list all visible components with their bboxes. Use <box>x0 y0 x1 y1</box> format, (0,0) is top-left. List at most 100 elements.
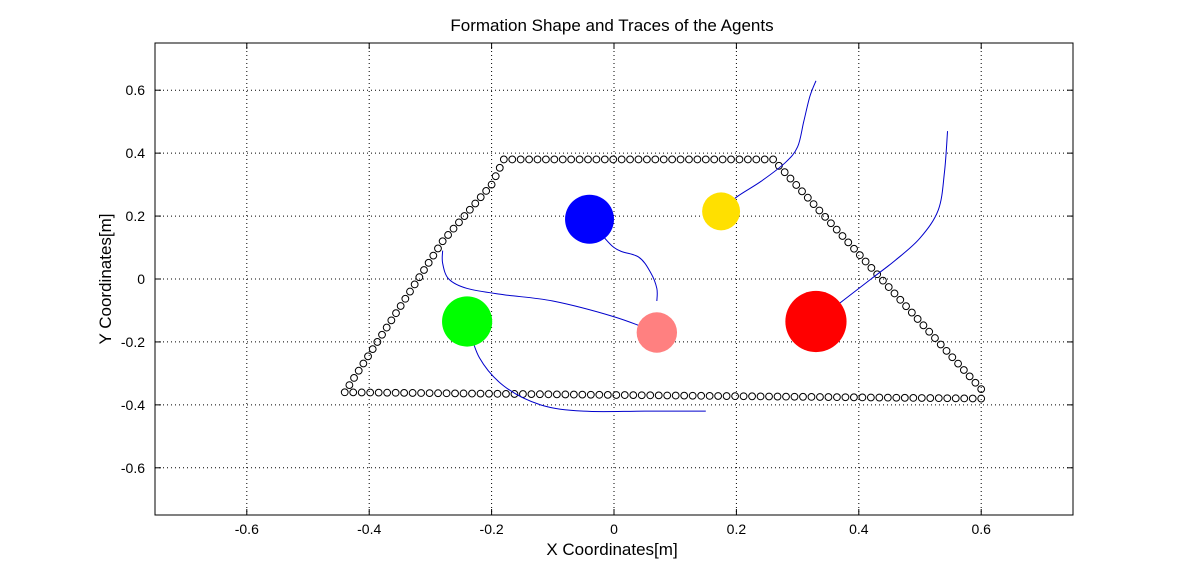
formation-marker <box>634 155 643 164</box>
formation-marker <box>866 393 875 402</box>
formation-marker <box>617 155 626 164</box>
formation-marker <box>542 155 550 164</box>
formation-marker <box>896 295 905 304</box>
formation-marker <box>578 390 587 399</box>
formation-marker <box>642 155 651 164</box>
formation-marker <box>493 389 502 398</box>
formation-marker <box>586 390 595 399</box>
formation-marker <box>902 302 910 311</box>
formation-marker <box>659 155 668 164</box>
agent-trace <box>441 250 658 333</box>
formation-marker <box>476 389 485 398</box>
formation-marker <box>569 390 578 399</box>
formation-marker <box>858 393 867 402</box>
agent-marker <box>636 312 678 353</box>
formation-marker <box>373 338 382 346</box>
formation-marker <box>668 155 677 164</box>
formation-marker <box>748 392 756 401</box>
formation-marker <box>651 155 660 164</box>
formation-marker <box>459 389 468 398</box>
formation-marker <box>827 219 835 228</box>
agent-marker <box>702 192 741 231</box>
formation-marker <box>942 346 951 355</box>
formation-marker <box>971 378 980 387</box>
formation-marker <box>850 244 858 253</box>
formation-marker <box>468 389 476 398</box>
formation-marker <box>567 155 576 164</box>
agent-trace <box>466 321 706 413</box>
formation-marker <box>495 163 504 172</box>
formation-marker <box>382 323 391 332</box>
formation-marker <box>465 205 474 214</box>
formation-marker <box>815 206 824 215</box>
formation-marker <box>917 394 926 402</box>
formation-marker <box>676 155 685 164</box>
agent-marker <box>565 194 615 244</box>
formation-marker <box>671 391 680 400</box>
formation-marker <box>354 366 363 375</box>
agent-marker <box>442 296 493 347</box>
formation-marker <box>951 394 960 403</box>
formation-marker <box>727 155 735 164</box>
formation-marker <box>680 391 689 400</box>
formation-marker <box>714 392 723 400</box>
formation-marker <box>595 390 604 399</box>
formation-marker <box>438 237 447 246</box>
agent-trace <box>815 131 949 322</box>
agent-traces <box>441 80 949 413</box>
formation-marker <box>575 155 584 164</box>
formation-marker <box>654 391 663 400</box>
agent-trace <box>720 80 817 212</box>
agents <box>442 192 847 353</box>
formation-marker <box>485 389 493 398</box>
formation-marker <box>718 155 727 164</box>
formation-marker <box>410 280 419 289</box>
formation-marker <box>968 394 977 403</box>
formation-marker <box>873 270 882 279</box>
formation-marker <box>637 391 646 400</box>
agent-trace <box>589 218 658 302</box>
formation-marker <box>444 231 452 239</box>
formation-marker <box>536 390 544 399</box>
formation-marker <box>731 392 739 401</box>
formation-marker <box>368 345 377 354</box>
formation-marker <box>629 391 638 400</box>
formation-marker <box>701 155 710 164</box>
grid <box>155 43 1073 515</box>
formation-marker <box>533 155 542 164</box>
formation-marker <box>799 392 807 401</box>
formation-marker <box>685 155 693 164</box>
formation-marker <box>487 180 496 189</box>
formation-marker <box>790 392 799 401</box>
formation-marker <box>765 392 773 401</box>
formation-marker <box>525 155 533 164</box>
y-tick-label: 0 <box>137 271 145 287</box>
formation-marker <box>705 391 714 400</box>
formation-marker <box>626 155 634 164</box>
formation-marker <box>936 340 945 349</box>
formation-marker <box>471 199 480 208</box>
x-tick-label: 0 <box>610 521 618 537</box>
formation-marker <box>340 388 349 397</box>
formation-marker <box>400 388 409 397</box>
formation-marker <box>844 238 853 247</box>
formation-marker <box>584 155 592 164</box>
formation-marker <box>965 372 974 381</box>
formation-marker <box>510 390 519 398</box>
agent-marker <box>785 290 847 353</box>
formation-marker <box>792 181 801 189</box>
chart-title: Formation Shape and Traces of the Agents <box>450 16 773 35</box>
formation-marker <box>434 389 442 398</box>
formation-marker <box>838 232 847 240</box>
formation-marker <box>850 393 858 402</box>
formation-marker <box>782 392 790 401</box>
formation-marker <box>807 392 816 401</box>
formation-marker <box>544 390 553 399</box>
formation-marker <box>349 388 358 397</box>
formation-marker <box>364 352 372 361</box>
formation-marker <box>499 155 508 164</box>
formation-marker <box>508 155 517 164</box>
formation-marker <box>752 155 761 164</box>
formation-marker <box>417 389 425 397</box>
